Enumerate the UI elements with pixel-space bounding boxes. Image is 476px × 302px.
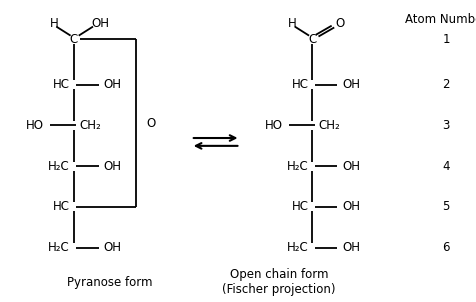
Text: HC: HC [53, 200, 70, 214]
Text: Open chain form
(Fischer projection): Open chain form (Fischer projection) [222, 268, 335, 296]
Text: H: H [288, 17, 296, 30]
Text: CH₂: CH₂ [317, 119, 339, 132]
Text: 1: 1 [441, 33, 449, 46]
Text: 2: 2 [441, 78, 449, 91]
Text: HO: HO [264, 119, 282, 132]
Text: O: O [146, 117, 155, 130]
Text: C: C [307, 33, 316, 46]
Text: HO: HO [26, 119, 44, 132]
Text: OH: OH [341, 200, 359, 214]
Text: HC: HC [291, 78, 308, 91]
Text: OH: OH [103, 241, 121, 254]
Text: CH₂: CH₂ [79, 119, 101, 132]
Text: OH: OH [91, 17, 109, 30]
Text: OH: OH [341, 241, 359, 254]
Text: 3: 3 [441, 119, 449, 132]
Text: Atom Number: Atom Number [404, 13, 476, 26]
Text: OH: OH [341, 159, 359, 173]
Text: H₂C: H₂C [286, 159, 308, 173]
Text: O: O [335, 17, 344, 30]
Text: HC: HC [53, 78, 70, 91]
Text: HC: HC [291, 200, 308, 214]
Text: H: H [50, 17, 58, 30]
Text: H₂C: H₂C [48, 241, 70, 254]
Text: 5: 5 [441, 200, 449, 214]
Text: Pyranose form: Pyranose form [67, 276, 152, 289]
Text: 6: 6 [441, 241, 449, 254]
Text: H₂C: H₂C [48, 159, 70, 173]
Text: C: C [69, 33, 78, 46]
Text: H₂C: H₂C [286, 241, 308, 254]
Text: OH: OH [103, 78, 121, 91]
Text: OH: OH [103, 159, 121, 173]
Text: OH: OH [341, 78, 359, 91]
Text: 4: 4 [441, 159, 449, 173]
